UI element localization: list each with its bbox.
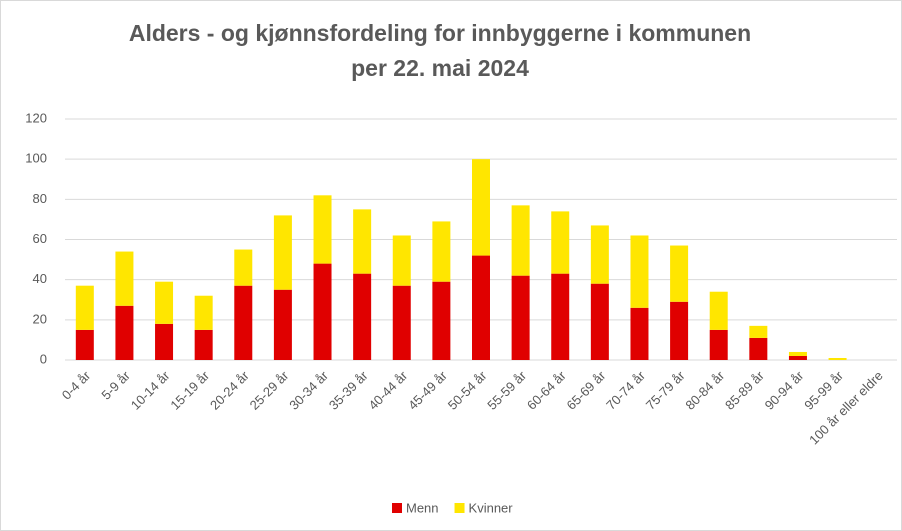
bar-segment xyxy=(313,263,332,360)
bar-segment xyxy=(353,273,372,360)
bar-segment xyxy=(432,281,451,360)
bar-segment xyxy=(709,291,728,330)
bar-segment xyxy=(828,357,847,360)
bar-segment xyxy=(749,325,768,338)
legend-swatch xyxy=(392,503,402,513)
bar-segment xyxy=(273,215,292,290)
bar-segment xyxy=(234,285,253,360)
bar-segment xyxy=(551,273,570,360)
bar-segment xyxy=(115,305,134,360)
bar-segment xyxy=(155,281,174,324)
legend-swatch xyxy=(454,503,465,513)
bar-segment xyxy=(115,251,134,306)
y-tick-label: 100 xyxy=(25,151,47,166)
bar-segment xyxy=(788,355,807,360)
bar-segment xyxy=(788,351,807,356)
bar-segment xyxy=(234,249,253,286)
chart-title: Alders - og kjønnsfordeling for innbygge… xyxy=(129,20,751,46)
bar-segment xyxy=(551,211,570,274)
bar-segment xyxy=(313,195,332,264)
bar-segment xyxy=(590,283,609,360)
bar-segment xyxy=(194,329,213,360)
y-tick-label: 40 xyxy=(33,271,47,286)
chart-title: per 22. mai 2024 xyxy=(351,55,529,81)
y-tick-label: 60 xyxy=(33,231,47,246)
bar-segment xyxy=(630,235,649,308)
y-tick-label: 20 xyxy=(33,311,47,326)
y-tick-label: 80 xyxy=(33,191,47,206)
bar-segment xyxy=(75,329,94,360)
bar-segment xyxy=(194,295,213,330)
bar-segment xyxy=(749,337,768,360)
bar-segment xyxy=(511,205,530,276)
bar-segment xyxy=(670,301,689,360)
legend-label: Menn xyxy=(406,500,439,515)
bar-segment xyxy=(75,285,94,330)
bar-segment xyxy=(353,209,372,274)
bar-segment xyxy=(709,329,728,360)
bar-segment xyxy=(392,285,411,360)
y-tick-label: 120 xyxy=(25,110,47,125)
bar-segment xyxy=(670,245,689,302)
bar-segment xyxy=(590,225,609,284)
bar-segment xyxy=(630,307,649,360)
bar-segment xyxy=(273,289,292,360)
bar-segment xyxy=(472,255,490,360)
bar-segment xyxy=(511,275,530,360)
bar-segment xyxy=(432,221,451,282)
bar-segment xyxy=(472,159,490,256)
legend-label: Kvinner xyxy=(469,500,514,515)
bar-segment xyxy=(155,323,174,360)
bar-segment xyxy=(392,235,411,286)
y-tick-label: 0 xyxy=(40,351,47,366)
